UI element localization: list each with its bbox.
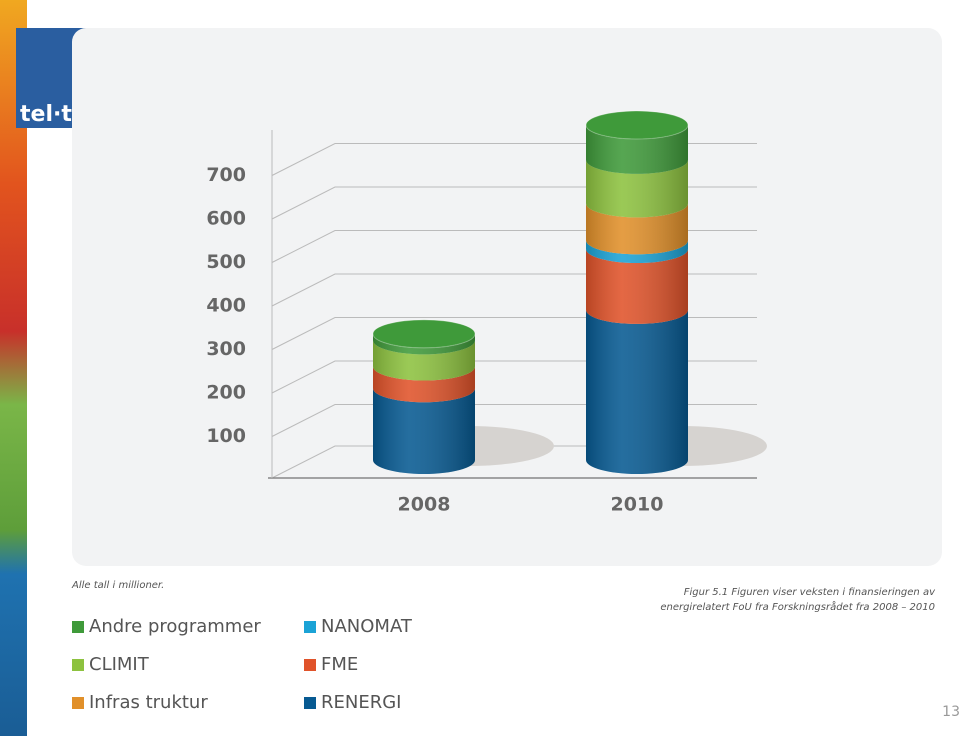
note: Alle tall i millioner. [71, 580, 164, 591]
legend-swatch [304, 697, 316, 709]
segment-shade [373, 388, 475, 474]
legend-swatch [304, 621, 316, 633]
y-tick-label: 600 [206, 208, 246, 230]
legend-swatch [72, 697, 84, 709]
segment-shade [373, 340, 475, 381]
caption-line: Figur 5.1 Figuren viser veksten i finans… [684, 587, 936, 598]
x-tick-label: 2008 [398, 494, 451, 516]
caption-line: energirelatert FoU fra Forskningsrådet f… [660, 600, 935, 613]
cylinder-segment [373, 333, 475, 355]
cylinder-segment [586, 249, 688, 324]
cylinder-cap [585, 110, 689, 140]
legend-label: NANOMAT [321, 616, 413, 637]
segment-shade [586, 159, 688, 218]
cylinder-segment [373, 388, 475, 474]
segment-shade [373, 366, 475, 403]
legend-swatch [72, 621, 84, 633]
cylinder-segment [373, 340, 475, 381]
legend: Andre programmer CLIMIT Infras truktur NANO… [72, 616, 413, 713]
cylinder-segment [586, 240, 688, 264]
y-tick-label: 500 [206, 251, 246, 273]
segment-shade [586, 309, 688, 474]
segment-shade [373, 333, 475, 355]
segment-shade [586, 249, 688, 324]
legend-swatch [304, 659, 316, 671]
y-tick-label: 200 [206, 382, 246, 404]
y-tick-label: 300 [206, 338, 246, 360]
x-tick-label: 2010 [611, 494, 664, 516]
segment-shade [586, 240, 688, 264]
legend-label: FME [321, 654, 358, 675]
segment-shade [586, 203, 688, 255]
legend-label: RENERGI [321, 692, 401, 713]
cylinder-segment [586, 203, 688, 255]
plot: 100 200 300 400 500 600 700 2008 2010 [206, 110, 767, 516]
cylinder-segment [586, 309, 688, 474]
y-tick-label: 700 [206, 164, 246, 186]
cylinder-cap [372, 319, 476, 349]
cylinder-segment [586, 159, 688, 218]
legend-label: CLIMIT [89, 654, 150, 675]
legend-label: Andre programmer [89, 616, 261, 637]
segment-shade [586, 125, 688, 174]
cylinder-segment [373, 366, 475, 403]
page-number: 13 [942, 704, 960, 720]
legend-label: Infras truktur [89, 692, 208, 713]
y-tick-label: 400 [206, 295, 246, 317]
y-tick-label: 100 [206, 425, 246, 447]
cylinder-segment [586, 125, 688, 174]
legend-swatch [72, 659, 84, 671]
chart-panel [72, 28, 942, 566]
